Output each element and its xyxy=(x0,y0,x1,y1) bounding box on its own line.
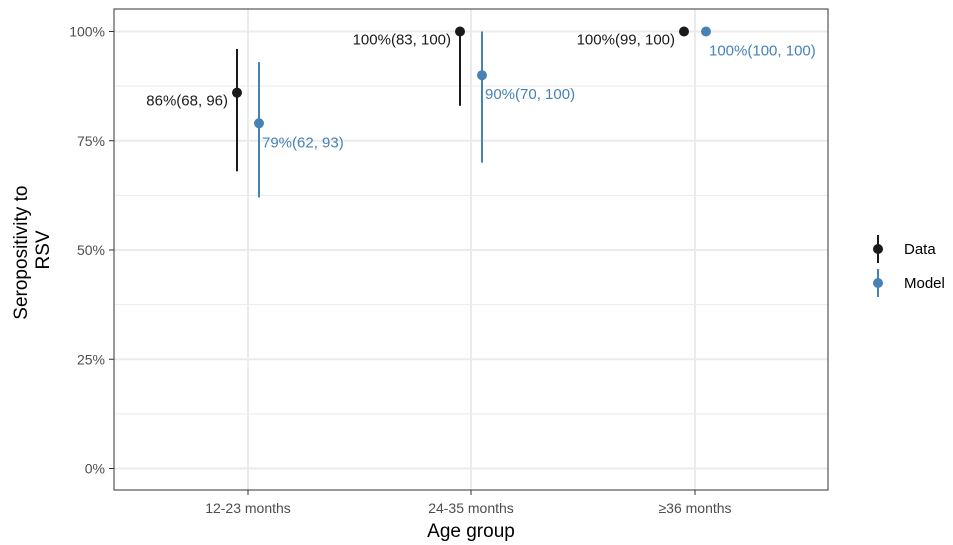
data-label: 100%(83, 100) xyxy=(353,32,451,49)
data-label: 90%(70, 100) xyxy=(485,86,575,103)
y-axis-title: Seropositivity to RSV xyxy=(11,180,54,319)
y-tick-label: 75% xyxy=(77,133,105,149)
data-point xyxy=(232,87,242,98)
legend: Data Model xyxy=(873,235,945,297)
legend-key-point xyxy=(873,244,883,254)
x-axis-title: Age group xyxy=(427,521,515,542)
legend-key-point xyxy=(873,278,883,288)
grid xyxy=(114,9,828,490)
axes: 0% 25% 50% 75% 100% 12-23 months 24-35 months ≥… xyxy=(69,24,731,517)
y-tick-label: 25% xyxy=(77,351,105,367)
data-label: 86%(68, 96) xyxy=(146,93,228,110)
y-tick-label: 50% xyxy=(77,242,105,258)
data-point xyxy=(455,26,465,37)
x-tick-label: 12-23 months xyxy=(205,500,291,516)
data-point xyxy=(701,26,711,37)
x-tick-label: 24-35 months xyxy=(428,500,514,516)
y-tick-label: 0% xyxy=(85,461,105,477)
legend-label: Data xyxy=(904,241,936,258)
x-tick-label: ≥36 months xyxy=(658,500,731,516)
data-point xyxy=(679,26,689,37)
data-label: 100%(100, 100) xyxy=(709,43,816,60)
data-label: 100%(99, 100) xyxy=(577,32,675,49)
y-tick-label: 100% xyxy=(69,24,105,40)
data-point xyxy=(254,118,264,129)
chart-marks: 86%(68, 96) 100%(83, 100) 100%(99, 100) 79%… xyxy=(146,26,816,198)
data-label: 79%(62, 93) xyxy=(262,134,344,151)
legend-label: Model xyxy=(904,275,945,292)
y-axis-title-line-2: RSV xyxy=(33,230,54,269)
y-axis-title-line-1: Seropositivity to xyxy=(11,186,32,320)
data-point xyxy=(477,70,487,81)
